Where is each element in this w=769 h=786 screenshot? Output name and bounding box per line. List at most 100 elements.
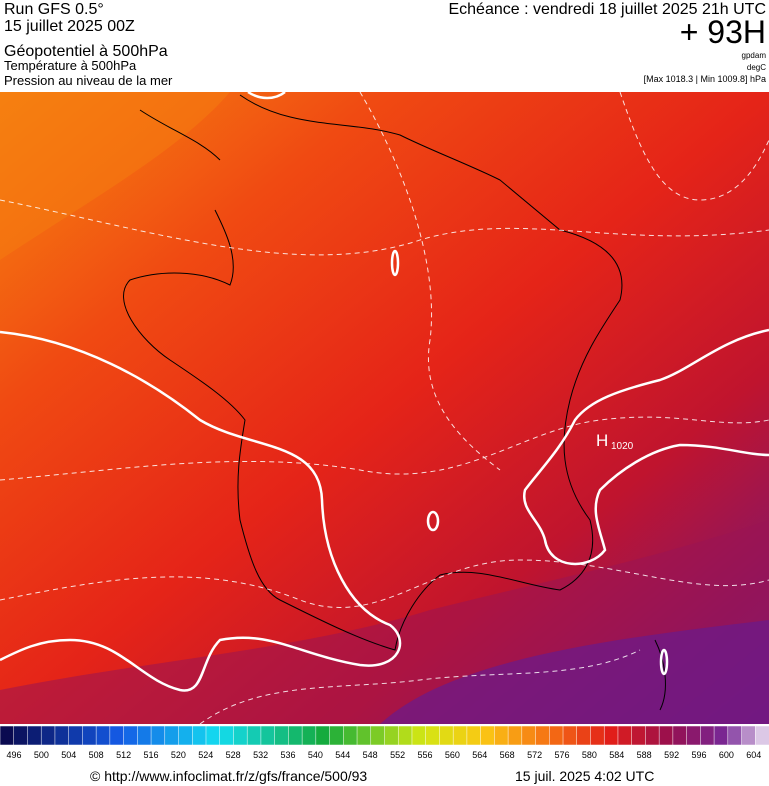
colorbar-swatch bbox=[425, 725, 441, 746]
colorbar-label: 552 bbox=[390, 750, 405, 760]
colorbar-label: 592 bbox=[664, 750, 679, 760]
colorbar-label: 572 bbox=[527, 750, 542, 760]
colorbar-swatch bbox=[274, 725, 290, 746]
colorbar-label: 544 bbox=[335, 750, 350, 760]
colorbar-swatch bbox=[192, 725, 207, 746]
colorbar-swatch bbox=[439, 725, 454, 746]
colorbar-swatch bbox=[727, 725, 743, 746]
run-title: Run GFS 0.5° bbox=[4, 1, 104, 18]
colorbar-swatch bbox=[494, 725, 509, 746]
colorbar-swatch bbox=[343, 725, 358, 746]
colorbar-swatch bbox=[329, 725, 345, 746]
colorbar-swatch bbox=[27, 725, 42, 746]
field-pressure: Pression au niveau de la mer bbox=[4, 73, 173, 88]
colorbar-swatch bbox=[741, 725, 757, 746]
colorbar-swatch bbox=[645, 725, 660, 746]
colorbar-label: 524 bbox=[198, 750, 213, 760]
colorbar-label: 516 bbox=[143, 750, 158, 760]
colorbar-label: 576 bbox=[554, 750, 569, 760]
colorbar-label: 528 bbox=[226, 750, 241, 760]
warm-zone bbox=[0, 92, 230, 260]
colorbar-swatch bbox=[356, 725, 372, 746]
colorbar-swatch bbox=[137, 725, 152, 746]
colorbar-swatch bbox=[686, 725, 702, 746]
colorbar-swatch bbox=[205, 725, 221, 746]
colorbar-label: 564 bbox=[472, 750, 487, 760]
colorbar-swatch bbox=[700, 725, 715, 746]
lead-time: + 93H bbox=[680, 14, 766, 50]
colorbar-label: 584 bbox=[609, 750, 624, 760]
colorbar-swatch bbox=[95, 725, 111, 746]
colorbar-label: 512 bbox=[116, 750, 131, 760]
field-geopotential: Géopotentiel à 500hPa bbox=[4, 43, 168, 60]
colorbar-swatch bbox=[521, 725, 537, 746]
colorbar-swatch bbox=[260, 725, 276, 746]
isotherms bbox=[0, 91, 769, 725]
colorbar-swatch bbox=[603, 725, 619, 746]
colorbar bbox=[0, 725, 769, 746]
colorbar-label: 496 bbox=[6, 750, 21, 760]
pressure-range: [Max 1018.3 | Min 1009.8] hPa bbox=[644, 74, 766, 84]
colorbar-swatch bbox=[549, 725, 564, 746]
colorbar-label: 580 bbox=[582, 750, 597, 760]
high-letter: H bbox=[596, 431, 608, 450]
colorbar-swatch bbox=[370, 725, 386, 746]
colorbar-swatch bbox=[411, 725, 427, 746]
colorbar-label: 500 bbox=[34, 750, 49, 760]
colorbar-swatch bbox=[164, 725, 180, 746]
colorbar-labels: 496 500 504 508 512 516 520 524 528 532 536 540 544 5… bbox=[6, 750, 761, 760]
high-pressure: 1020 bbox=[611, 441, 634, 452]
colorbar-label: 536 bbox=[280, 750, 295, 760]
colorbar-swatch bbox=[713, 725, 729, 746]
colorbar-swatch bbox=[562, 725, 578, 746]
colorbar-swatch bbox=[301, 725, 317, 746]
coastline bbox=[123, 94, 623, 651]
colorbar-label: 556 bbox=[417, 750, 432, 760]
colorbar-swatch bbox=[576, 725, 592, 746]
colorbar-label: 600 bbox=[719, 750, 734, 760]
colorbar-label: 560 bbox=[445, 750, 460, 760]
colorbar-swatch bbox=[40, 725, 56, 746]
colorbar-swatch bbox=[233, 725, 248, 746]
colorbar-swatch bbox=[755, 725, 769, 746]
colorbar-label: 532 bbox=[253, 750, 268, 760]
colorbar-swatch bbox=[82, 725, 97, 746]
colorbar-swatch bbox=[535, 725, 551, 746]
colorbar-swatch bbox=[178, 725, 193, 746]
coastline-uk bbox=[139, 109, 221, 161]
map: H 1020 bbox=[0, 90, 769, 725]
colorbar-swatch bbox=[507, 725, 523, 746]
colorbar-label: 540 bbox=[308, 750, 323, 760]
colorbar-swatch bbox=[288, 725, 303, 746]
colorbar-swatch bbox=[13, 725, 29, 746]
colorbar-swatch bbox=[150, 725, 166, 746]
colorbar-swatch bbox=[590, 725, 605, 746]
colorbar-swatch bbox=[480, 725, 496, 746]
colorbar-swatch bbox=[466, 725, 482, 746]
colorbar-swatch bbox=[658, 725, 674, 746]
colorbar-swatch bbox=[384, 725, 399, 746]
colorbar-swatch bbox=[246, 725, 262, 746]
colorbar-swatch bbox=[219, 725, 235, 746]
colorbar-swatch bbox=[109, 725, 125, 746]
colorbar-swatch bbox=[0, 725, 15, 746]
colorbar-swatch bbox=[123, 725, 139, 746]
run-date: 15 juillet 2025 00Z bbox=[4, 18, 135, 35]
field-temperature: Température à 500hPa bbox=[4, 58, 137, 73]
colorbar-swatch bbox=[672, 725, 688, 746]
colorbar-swatch bbox=[397, 725, 413, 746]
generated-time: 15 juil. 2025 4:02 UTC bbox=[515, 768, 654, 784]
valid-time: Echéance : vendredi 18 juillet 2025 21h … bbox=[448, 1, 766, 18]
colorbar-swatch bbox=[452, 725, 468, 746]
colorbar-swatch bbox=[315, 725, 331, 746]
colorbar-swatch bbox=[617, 725, 633, 746]
colorbar-swatch bbox=[631, 725, 647, 746]
source-url: © http://www.infoclimat.fr/z/gfs/france/… bbox=[90, 768, 367, 784]
colorbar-label: 568 bbox=[500, 750, 515, 760]
isobars bbox=[0, 90, 769, 692]
colorbar-label: 588 bbox=[637, 750, 652, 760]
unit-degc: degC bbox=[747, 63, 766, 72]
colorbar-swatch bbox=[68, 725, 84, 746]
